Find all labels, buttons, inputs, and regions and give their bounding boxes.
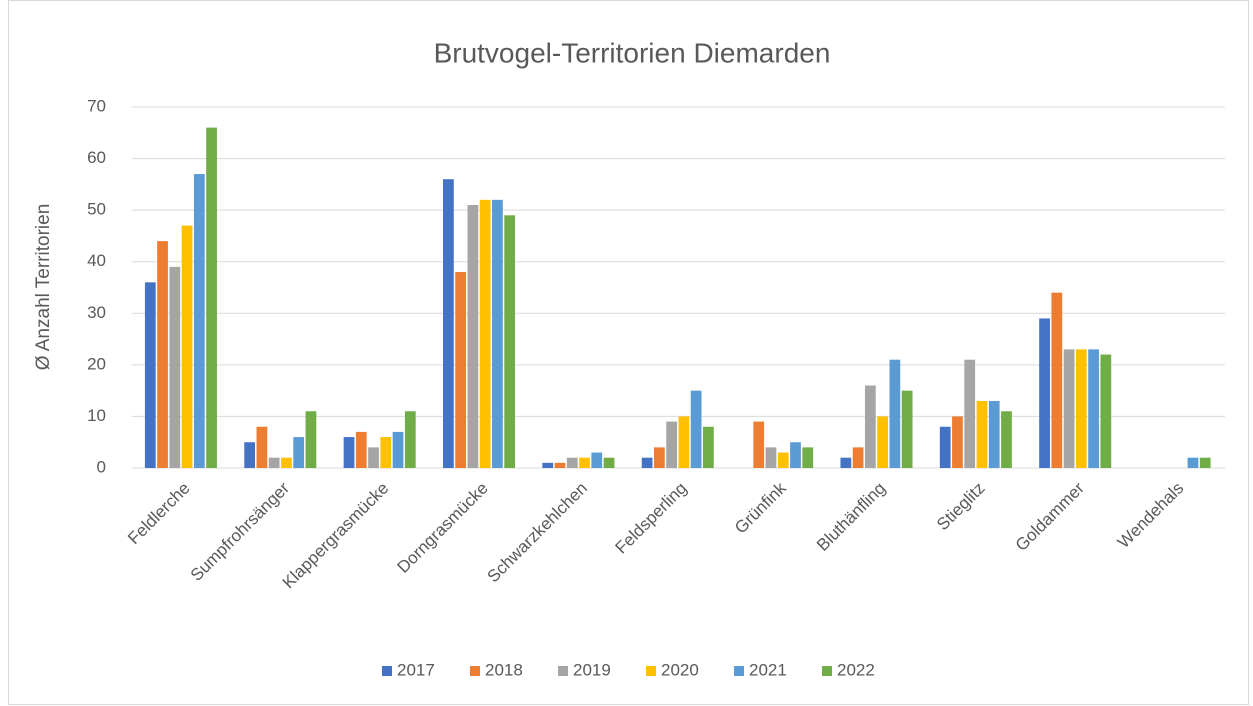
bar [455, 272, 467, 468]
legend-label: 2017 [397, 660, 435, 679]
bar [1100, 354, 1112, 468]
legend-label: 2019 [573, 660, 611, 679]
legend-swatch [646, 666, 656, 676]
legend-swatch [470, 666, 480, 676]
bar [368, 447, 379, 468]
chart-title: Brutvogel-Territorien Diemarden [434, 37, 831, 68]
bar [901, 390, 913, 468]
legend-label: 2020 [661, 660, 699, 679]
bar [678, 416, 690, 468]
bar [703, 426, 714, 468]
bar [1051, 292, 1063, 468]
bar [281, 457, 292, 468]
bar [765, 447, 777, 468]
bar [802, 447, 814, 468]
bar [864, 385, 876, 468]
bar [976, 400, 988, 468]
bar [889, 359, 901, 468]
bar [293, 437, 305, 468]
bar [256, 426, 268, 468]
y-tick-label: 20 [87, 354, 106, 373]
bar [1187, 457, 1199, 468]
legend-swatch [734, 666, 744, 676]
bar [492, 199, 503, 469]
bar [268, 457, 280, 468]
bar [1039, 318, 1050, 468]
bar [467, 204, 479, 468]
bar [690, 390, 702, 468]
bar [753, 421, 765, 468]
bar [579, 457, 590, 468]
y-tick-label: 70 [87, 96, 106, 115]
bar [1088, 349, 1099, 468]
bar [305, 411, 317, 468]
bar [1075, 349, 1087, 468]
bar [566, 457, 578, 468]
bar [504, 215, 516, 468]
y-tick-label: 30 [87, 303, 106, 322]
bar [443, 179, 454, 468]
bar [404, 411, 416, 468]
bar [964, 359, 976, 468]
bar [840, 457, 852, 468]
y-axis-label: Ø Anzahl Territorien [33, 204, 54, 371]
bar [939, 426, 951, 468]
bar [988, 400, 1000, 468]
bar [343, 437, 355, 468]
bar [157, 241, 168, 468]
bar [206, 127, 217, 468]
bar [591, 452, 603, 468]
bar [479, 199, 491, 469]
bar [169, 266, 181, 468]
y-tick-label: 0 [97, 457, 106, 476]
bar [1063, 349, 1075, 468]
y-tick-label: 60 [87, 148, 106, 167]
bar [777, 452, 789, 468]
bar [603, 457, 615, 468]
y-tick-label: 40 [87, 251, 106, 270]
bar [144, 282, 156, 468]
bar [554, 462, 566, 468]
bar [790, 442, 801, 468]
bar [877, 416, 888, 468]
y-tick-label: 50 [87, 200, 106, 219]
legend-swatch [558, 666, 568, 676]
bar [392, 431, 404, 468]
bar [666, 421, 677, 468]
bar [1001, 411, 1012, 468]
y-tick-label: 10 [87, 406, 106, 425]
bar [380, 437, 392, 468]
legend-swatch [822, 666, 832, 676]
bar [181, 225, 193, 468]
legend-label: 2022 [837, 660, 875, 679]
bar [653, 447, 665, 468]
legend-label: 2018 [485, 660, 523, 679]
bar [193, 174, 205, 469]
bar [244, 442, 256, 468]
bar [355, 431, 367, 468]
bar [952, 416, 963, 468]
bar [852, 447, 864, 468]
legend-swatch [382, 666, 392, 676]
bar [641, 457, 653, 468]
bar [1199, 457, 1211, 468]
bar [542, 462, 554, 468]
legend-label: 2021 [749, 660, 787, 679]
